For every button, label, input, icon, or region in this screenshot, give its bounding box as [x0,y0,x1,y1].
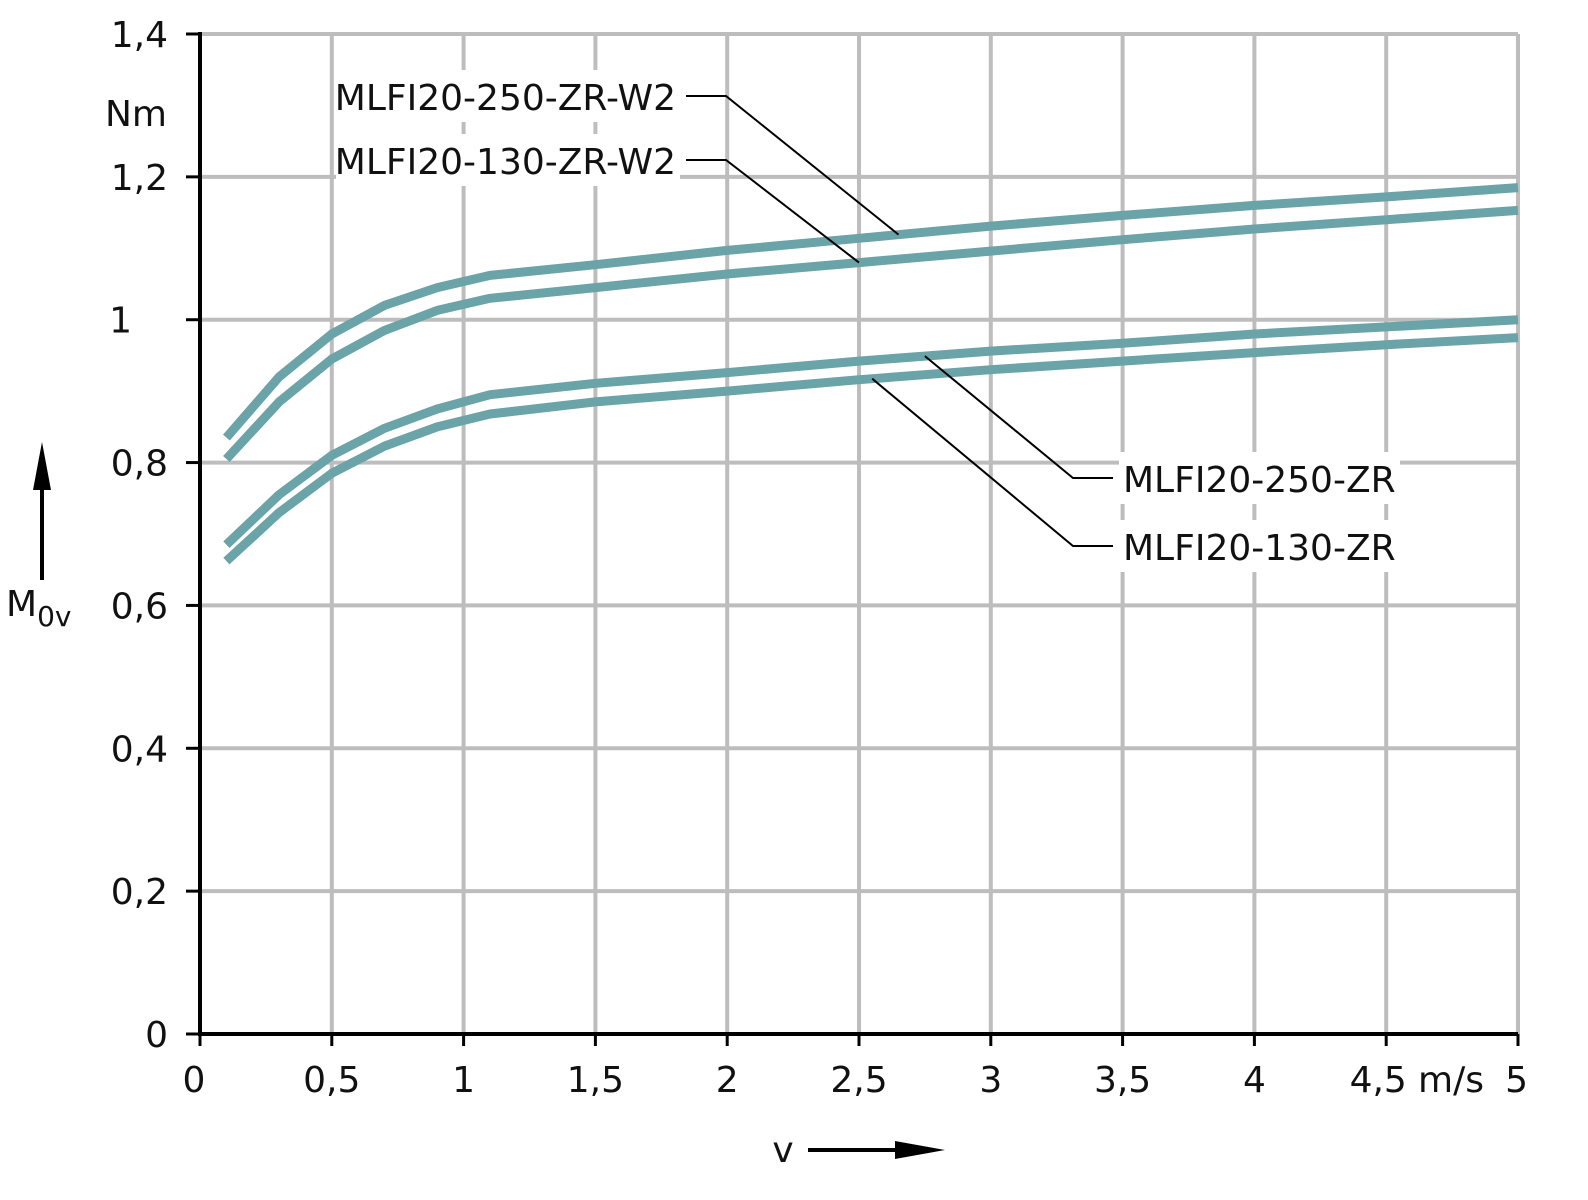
y-axis-title: M0v [6,584,71,633]
x-tick-label: 2,5 [830,1060,887,1101]
x-tick-label: 0,5 [303,1060,360,1101]
x-unit-label: m/s [1418,1060,1484,1101]
series-label-bg [336,134,680,186]
x-tick-label: 0 [183,1060,206,1101]
series-label-bg [1119,452,1400,504]
series-label: MLFI20-250-ZR [1123,460,1396,501]
series-leader-line [924,355,1113,479]
y-tick-label: 0 [145,1015,168,1056]
y-tick-label: 1,4 [111,15,168,56]
y-tick-label: 1 [109,301,132,342]
series-line [223,205,1519,463]
y-unit-label: Nm [105,94,167,135]
series-line [223,183,1519,441]
y-tick-label: 1,2 [111,158,168,199]
y-axis-arrow [33,442,51,580]
x-tick-label: 2 [716,1060,739,1101]
x-tick-label: 4 [1243,1060,1266,1101]
x-tick-label: 3 [979,1060,1002,1101]
x-tick-label: 4,5 [1350,1060,1407,1101]
series-label-bg [1119,520,1400,572]
x-tick-label: 1 [452,1060,475,1101]
axes [186,32,1520,1046]
series-label: MLFI20-130-ZR [1123,528,1396,569]
series-line [223,333,1519,565]
series-label: MLFI20-130-ZR-W2 [335,142,676,183]
series-leader-line [871,377,1113,547]
x-axis-arrow [808,1141,945,1159]
y-tick-label: 0,4 [111,729,168,770]
series-label-bg [336,70,680,122]
series-labels: MLFI20-250-ZR-W2 MLFI20-130-ZR-W2 MLFI20-2… [335,70,1400,572]
x-tick-label: 1,5 [567,1060,624,1101]
series-lines [223,183,1519,565]
series-leader-line [686,159,860,264]
leader-lines [686,95,1113,547]
y-tick-label: 0,8 [111,444,168,485]
series-leader-line [686,95,900,236]
x-tick-label: 3,5 [1094,1060,1151,1101]
y-tick-label: 0,2 [111,872,168,913]
y-tick-label: 0,6 [111,586,168,627]
series-line [223,315,1519,548]
x-axis-title: v [772,1130,793,1171]
series-label: MLFI20-250-ZR-W2 [335,78,676,119]
tick-labels: 0 0,5 1 1,5 2 2,5 3 3,5 4 4,5 5 0 0,2 0,4 0,6 0,8 1 1,2 1,… [109,15,1528,1101]
x-tick-label: 5 [1505,1060,1528,1101]
